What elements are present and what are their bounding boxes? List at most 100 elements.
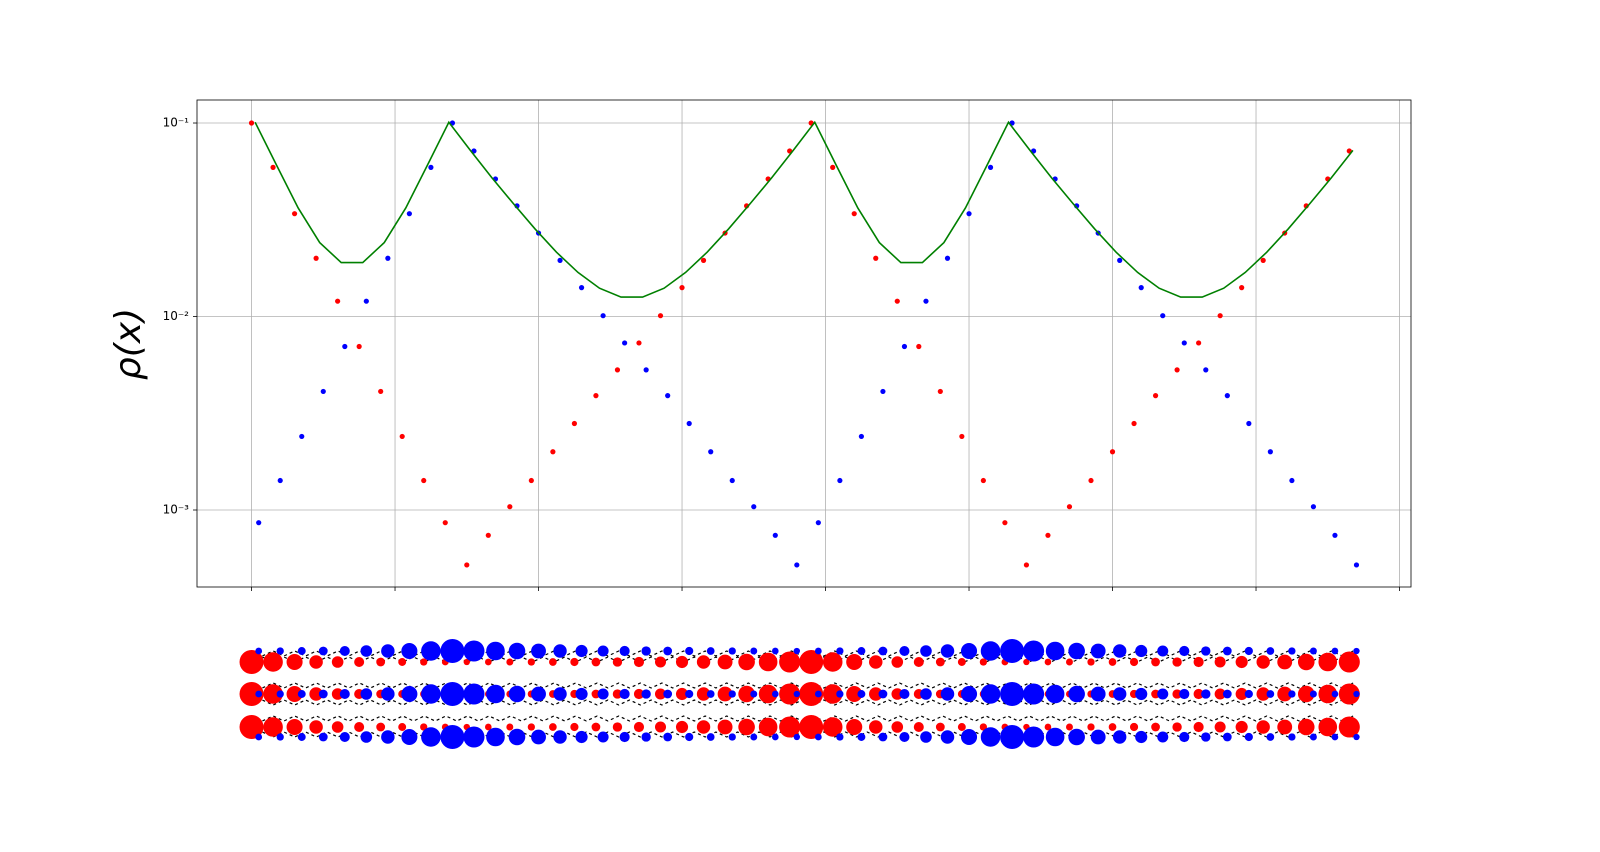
- lattice-site: [717, 719, 733, 735]
- line-series: [254, 120, 1354, 298]
- lattice-site: [857, 733, 866, 741]
- lattice-site: [1000, 725, 1025, 749]
- lattice-site: [484, 658, 492, 666]
- lattice-site: [957, 658, 966, 666]
- lattice-site: [717, 654, 733, 670]
- lattice-site: [591, 657, 601, 667]
- lattice-site: [1353, 647, 1360, 655]
- lattice-site: [619, 688, 630, 700]
- lattice-site: [286, 653, 303, 671]
- lattice-site: [822, 717, 843, 737]
- lattice-site: [1235, 687, 1248, 701]
- scatter-point: [1160, 313, 1166, 319]
- lattice-site: [286, 718, 303, 736]
- lattice-site: [360, 688, 373, 700]
- scatter-point: [1138, 285, 1144, 291]
- lattice-site: [401, 685, 418, 703]
- lattice-site: [1244, 646, 1253, 656]
- scatter-point: [1332, 532, 1338, 538]
- lattice-site: [619, 731, 630, 743]
- lattice-site: [1172, 689, 1182, 699]
- lattice-site: [1297, 718, 1315, 736]
- scatter-point: [600, 313, 606, 319]
- lattice-site: [1179, 731, 1190, 743]
- lattice-site: [1266, 647, 1275, 655]
- scatter-point: [363, 298, 369, 304]
- lattice-site: [1318, 652, 1338, 672]
- lattice-site: [486, 727, 505, 747]
- lattice-site: [750, 690, 758, 698]
- scatter-point: [578, 285, 585, 291]
- lattice-site: [486, 641, 505, 661]
- lattice-site: [641, 689, 651, 699]
- scatter-point: [356, 343, 362, 350]
- lattice-site: [913, 656, 924, 668]
- lattice-site: [1266, 690, 1275, 698]
- lattice-site: [1318, 684, 1338, 704]
- scatter-point: [1002, 520, 1008, 526]
- lattice-site: [1353, 690, 1360, 698]
- y-axis-label: ρ(x): [108, 308, 149, 380]
- lattice-site: [575, 644, 588, 658]
- lattice-site: [1179, 645, 1190, 657]
- lattice-site: [570, 657, 579, 667]
- lattice-site: [1201, 646, 1211, 656]
- scatter-point: [385, 255, 391, 261]
- lattice-site: [641, 732, 651, 742]
- scatter-point: [837, 477, 843, 484]
- lattice-site: [553, 687, 567, 701]
- lattice-site: [771, 733, 779, 741]
- lattice-site: [463, 726, 485, 748]
- lattice-site: [276, 733, 284, 741]
- y-tick-label: 10⁻²: [163, 309, 190, 323]
- lattice-site: [508, 728, 526, 746]
- lattice-site: [899, 645, 910, 657]
- scatter-point: [636, 340, 642, 346]
- lattice-site: [891, 656, 904, 668]
- scatter-point: [1203, 367, 1209, 373]
- lattice-site: [339, 688, 350, 700]
- lattice-site: [738, 653, 755, 671]
- scatter-point: [751, 504, 757, 510]
- lattice-site: [1023, 658, 1030, 666]
- scatter-point: [772, 532, 778, 538]
- scatter-point: [1267, 449, 1273, 455]
- lattice-site: [360, 645, 373, 657]
- lattice-site: [1256, 655, 1270, 669]
- lattice-site: [1066, 723, 1073, 731]
- lattice-site: [318, 689, 328, 699]
- lattice-site: [1045, 684, 1065, 704]
- lattice-site: [935, 657, 945, 667]
- lattice-site: [979, 658, 988, 666]
- scatter-point: [1260, 257, 1266, 263]
- lattice-site: [1309, 690, 1317, 698]
- scatter-point: [270, 164, 276, 170]
- lattice-site: [1023, 640, 1045, 662]
- lattice-site: [957, 723, 966, 731]
- lattice-site: [1108, 658, 1117, 666]
- lattice-site: [1277, 719, 1293, 735]
- lattice-site: [1135, 687, 1148, 701]
- lattice-site: [685, 646, 694, 656]
- lattice-site: [1157, 645, 1169, 657]
- lattice-site: [779, 716, 801, 738]
- lattice-site: [1044, 658, 1052, 666]
- lattice-site: [793, 733, 801, 741]
- lattice-site: [1338, 683, 1360, 705]
- lattice-site: [878, 689, 888, 699]
- lattice-site: [685, 732, 694, 742]
- lattice-site: [1108, 723, 1117, 731]
- lattice-site: [663, 689, 673, 699]
- lattice-site: [1179, 688, 1190, 700]
- lattice-site: [738, 718, 755, 736]
- lattice-site: [706, 690, 715, 698]
- lattice-site: [641, 646, 651, 656]
- lattice-site: [1338, 651, 1360, 673]
- lattice-site: [857, 647, 866, 655]
- scatter-point: [1174, 367, 1180, 373]
- lattice-site: [750, 647, 758, 655]
- lattice-site: [239, 715, 264, 739]
- lattice-site: [913, 721, 924, 733]
- lattice-site: [549, 658, 557, 666]
